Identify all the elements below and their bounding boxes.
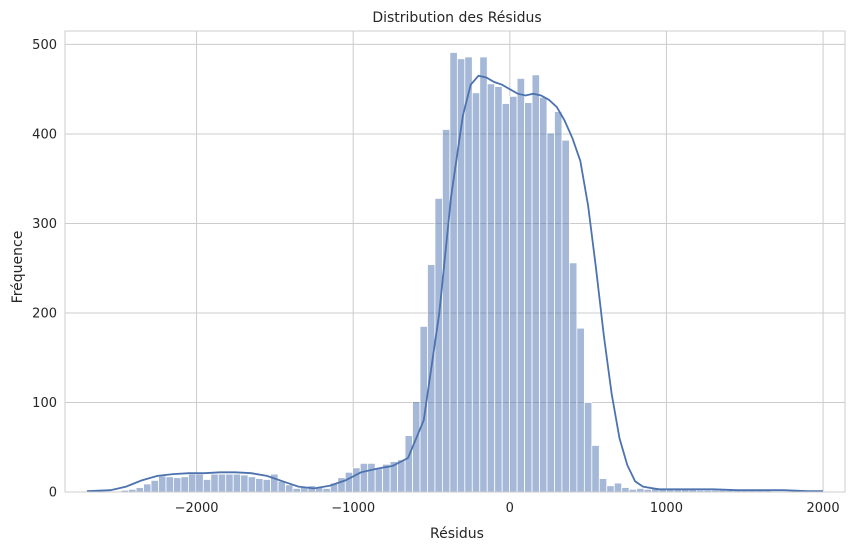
histogram-bar [285, 484, 294, 493]
histogram-bar [636, 488, 645, 493]
histogram-bar [524, 102, 533, 493]
histogram-bar [471, 92, 481, 493]
histogram-bar [427, 264, 436, 493]
histogram-bar [225, 473, 234, 493]
histogram-bar [576, 327, 585, 493]
histogram-bar [382, 463, 391, 493]
y-tick-label: 500 [32, 38, 57, 53]
x-tick-label: 2000 [807, 501, 840, 516]
y-tick-label: 200 [32, 306, 57, 321]
histogram-bar [434, 197, 443, 493]
bars [83, 52, 832, 493]
histogram-bar [442, 129, 451, 493]
histogram-bar [598, 478, 608, 493]
histogram-bar [374, 468, 384, 493]
histogram-bar [292, 488, 301, 493]
x-tick-labels: −2000 −1000 0 1000 2000 [175, 501, 840, 516]
x-axis-label: Résidus [430, 526, 484, 542]
histogram-bar [135, 487, 144, 493]
histogram-bar [494, 86, 503, 493]
histogram-bar [202, 479, 212, 493]
histogram-bar [516, 78, 525, 493]
histogram-bar [561, 139, 570, 493]
histogram-bar [583, 402, 593, 493]
x-tick-label: 0 [506, 501, 514, 516]
histogram-bar [232, 473, 242, 493]
histogram-bar [621, 487, 630, 493]
histogram-bar [449, 52, 458, 493]
histogram-bar [404, 435, 413, 493]
histogram-bar [180, 476, 189, 493]
histogram-bar [606, 485, 615, 493]
histogram-bar [486, 83, 496, 493]
histogram-bar [419, 325, 428, 493]
histogram-bar [539, 96, 548, 493]
histogram-bar [217, 473, 227, 493]
histogram-bar [569, 262, 578, 493]
histogram-bar [344, 471, 354, 493]
histogram-bar [337, 477, 346, 493]
histogram-bar [359, 462, 369, 493]
y-tick-label: 400 [32, 127, 57, 142]
chart-title: Distribution des Résidus [372, 10, 541, 26]
histogram-bar [240, 474, 249, 493]
histogram-bar [531, 74, 540, 493]
histogram-bar [367, 462, 376, 493]
histogram-bar [554, 111, 563, 493]
histogram-bar [509, 95, 518, 493]
histogram-bar [195, 473, 204, 493]
histogram-bar [591, 445, 600, 493]
histogram-bar [255, 478, 264, 493]
histogram-bar [210, 473, 219, 493]
x-tick-label: −1000 [331, 501, 375, 516]
histogram-bar [187, 473, 197, 493]
histogram-bar [613, 482, 623, 493]
histogram-bar [546, 132, 555, 493]
x-tick-label: 1000 [650, 501, 683, 516]
y-tick-label: 100 [32, 396, 57, 411]
histogram-bar [479, 56, 488, 493]
y-tick-label: 0 [49, 486, 57, 501]
histogram-bar [464, 56, 473, 493]
y-tick-label: 300 [32, 217, 57, 232]
x-tick-label: −2000 [175, 501, 219, 516]
y-tick-labels: 0 100 200 300 400 500 [32, 38, 57, 501]
histogram-bar [352, 467, 361, 493]
histogram-bar [158, 475, 167, 493]
histogram-bar [262, 479, 271, 493]
histogram-bar [143, 483, 152, 493]
histogram-bar [173, 477, 182, 493]
histogram-bar [397, 459, 406, 493]
histogram-bar [501, 103, 511, 493]
histogram-bar [277, 480, 286, 493]
histogram-bar [322, 488, 331, 493]
histogram-bar [165, 476, 174, 493]
histogram-bar [150, 479, 159, 493]
histogram-bar [247, 476, 257, 493]
y-axis-label: Fréquence [10, 231, 26, 304]
plot-frame [64, 30, 846, 493]
kde-curve [86, 74, 824, 492]
